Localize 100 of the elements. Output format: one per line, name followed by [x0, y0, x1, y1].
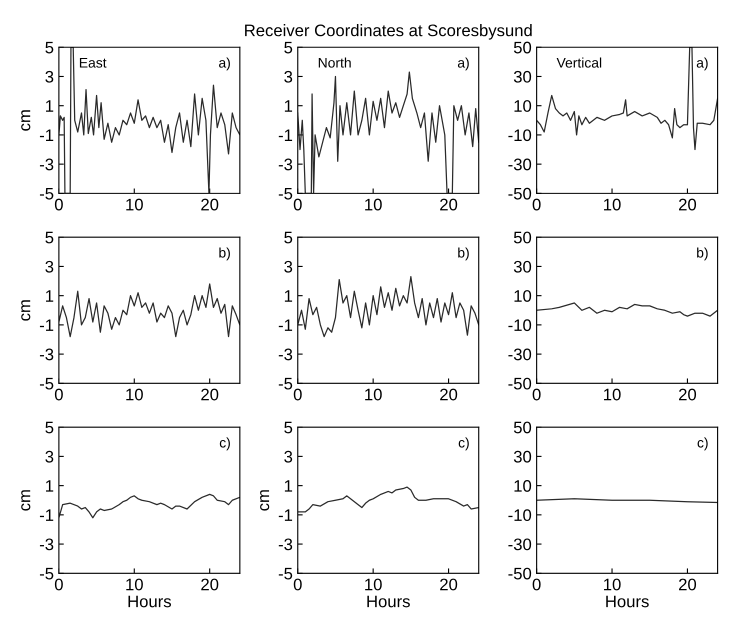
- y-tick-label: -50: [508, 188, 532, 200]
- y-tick-label: -1: [40, 319, 54, 331]
- y-tick-label: 3: [45, 450, 54, 463]
- x-tick-label: 10: [604, 578, 621, 590]
- y-tick-label: 1: [46, 100, 54, 112]
- y-tick-label: 1: [46, 290, 54, 302]
- annotation: c): [698, 437, 708, 450]
- y-tick-label: -3: [40, 158, 54, 170]
- x-tick-label: 10: [126, 388, 143, 400]
- annotation: a): [696, 57, 708, 70]
- y-tick-label: -5: [40, 378, 54, 390]
- y-tick-label: -3: [40, 348, 54, 360]
- y-tick-label: -3: [278, 348, 292, 360]
- y-tick-label: 30: [514, 260, 532, 273]
- y-axis-title: cm: [21, 300, 30, 321]
- y-tick-label: 1: [46, 480, 54, 492]
- x-tick-label: 10: [126, 198, 143, 210]
- annotation: b): [219, 247, 230, 260]
- x-tick-label: 20: [440, 578, 458, 590]
- y-tick-label: 3: [45, 70, 54, 83]
- y-tick-label: 50: [514, 42, 532, 54]
- y-tick-label: -50: [508, 378, 532, 390]
- annotation: East: [80, 58, 106, 68]
- y-axis-title: cm: [21, 490, 30, 511]
- y-tick-label: -1: [278, 130, 292, 141]
- y-tick-label: -5: [278, 568, 292, 580]
- y-tick-label: 5: [45, 42, 54, 54]
- y-tick-label: -30: [508, 538, 532, 550]
- y-tick-label: 3: [284, 450, 292, 463]
- y-tick-label: -3: [278, 538, 292, 550]
- y-axis-title: cm: [21, 110, 30, 131]
- annotation: a): [219, 57, 230, 70]
- y-tick-label: -3: [40, 538, 54, 550]
- line-series: [298, 276, 479, 338]
- y-tick-label: -5: [278, 188, 292, 200]
- y-tick-label: 5: [284, 422, 292, 434]
- x-axis-title: Hours: [128, 596, 171, 608]
- x-tick-label: 10: [126, 578, 143, 590]
- y-tick-label: -1: [278, 509, 292, 521]
- y-tick-label: -30: [508, 348, 532, 360]
- y-tick-label: -10: [508, 319, 532, 332]
- x-tick-label: 20: [679, 388, 696, 400]
- x-tick-label: 20: [201, 578, 218, 590]
- y-tick-label: 1: [284, 290, 292, 302]
- y-tick-label: -1: [40, 509, 54, 521]
- y-tick-label: 30: [514, 450, 532, 463]
- y-tick-label: 10: [514, 290, 532, 302]
- y-tick-label: -50: [508, 568, 532, 580]
- annotation: b): [458, 247, 469, 260]
- y-tick-label: 5: [284, 232, 292, 244]
- y-tick-label: -10: [508, 129, 532, 142]
- x-tick-label: 10: [365, 388, 382, 400]
- x-tick-label: 0: [294, 388, 302, 400]
- annotation: North: [318, 57, 351, 68]
- y-tick-label: 5: [45, 232, 54, 244]
- x-axis-title: Hours: [367, 596, 410, 608]
- y-tick-label: 3: [284, 70, 292, 83]
- x-tick-label: 20: [440, 388, 458, 400]
- line-series: [58, 283, 240, 338]
- annotation: c): [220, 437, 230, 450]
- y-tick-label: -5: [278, 378, 292, 390]
- x-tick-label: 0: [532, 578, 541, 590]
- y-tick-label: -3: [278, 158, 292, 170]
- x-tick-label: 10: [365, 578, 382, 590]
- line-series: [58, 47, 240, 194]
- chart-title: Receiver Coordinates at Scoresbysund: [245, 24, 532, 40]
- y-tick-label: 5: [45, 422, 54, 434]
- y-tick-label: -5: [40, 188, 54, 200]
- x-tick-label: 0: [54, 578, 63, 590]
- x-tick-label: 10: [365, 198, 382, 210]
- x-tick-label: 10: [604, 198, 621, 210]
- y-tick-label: 5: [284, 42, 292, 54]
- x-tick-label: 0: [294, 578, 302, 590]
- x-tick-label: 20: [679, 578, 696, 590]
- y-tick-label: 50: [514, 422, 532, 434]
- x-tick-label: 20: [201, 198, 218, 210]
- x-tick-label: 20: [201, 388, 218, 400]
- annotation: a): [458, 57, 469, 70]
- x-tick-label: 20: [440, 198, 458, 210]
- y-tick-label: 3: [45, 260, 54, 273]
- x-tick-label: 0: [54, 388, 63, 400]
- line-series: [298, 486, 479, 513]
- line-series: [58, 494, 240, 518]
- y-tick-label: 10: [514, 100, 532, 112]
- x-tick-label: 20: [679, 198, 696, 210]
- y-axis-title: cm: [260, 490, 270, 511]
- y-tick-label: -10: [508, 509, 532, 522]
- y-tick-label: -30: [508, 158, 532, 170]
- y-tick-label: 50: [514, 232, 532, 244]
- x-axis-title: Hours: [606, 596, 649, 608]
- y-tick-label: -1: [278, 319, 292, 331]
- y-tick-label: 3: [284, 260, 292, 273]
- y-tick-label: -1: [40, 130, 54, 141]
- x-tick-label: 10: [604, 388, 621, 400]
- y-tick-label: 1: [284, 100, 292, 112]
- x-tick-label: 0: [532, 198, 541, 210]
- line-series: [536, 302, 718, 317]
- annotation: b): [697, 247, 708, 260]
- y-tick-label: 1: [284, 480, 292, 492]
- x-tick-label: 0: [532, 388, 541, 400]
